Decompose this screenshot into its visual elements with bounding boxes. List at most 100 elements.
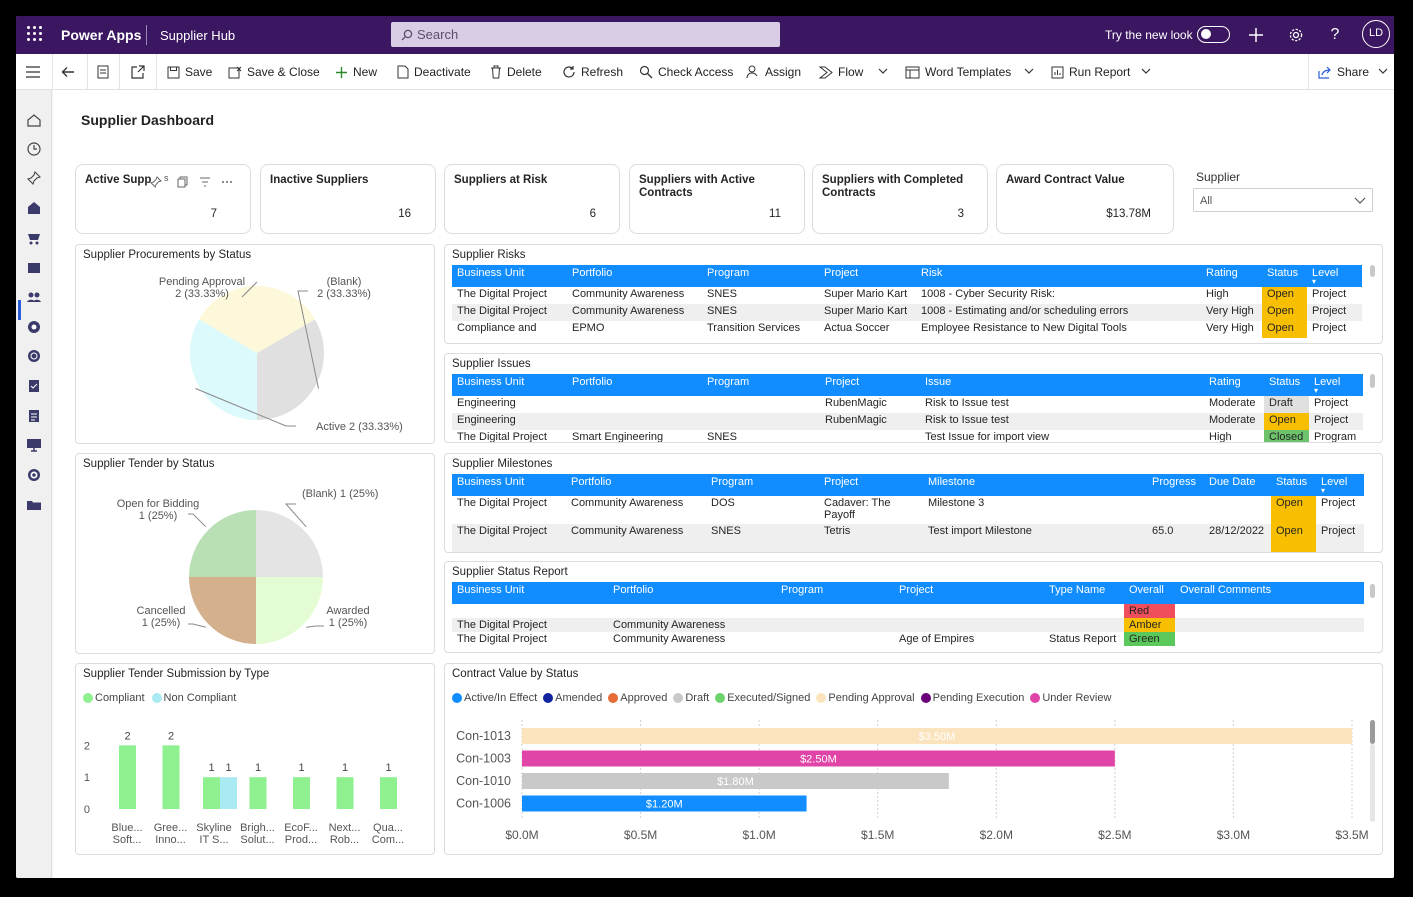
contract-bar[interactable] — [522, 750, 1115, 767]
column-header[interactable]: Portfolio — [566, 474, 706, 496]
column-header[interactable]: Progress — [1147, 474, 1204, 496]
deactivate-button[interactable]: Deactivate — [397, 63, 471, 81]
app-name[interactable]: Power Apps — [61, 27, 142, 43]
column-header[interactable]: Status — [1271, 474, 1316, 496]
bar-compliant[interactable] — [203, 777, 220, 809]
filter-icon[interactable] — [196, 176, 212, 188]
column-header[interactable]: Level ▾ — [1309, 374, 1363, 396]
open-new-window-icon[interactable] — [131, 63, 145, 81]
contract-bar[interactable] — [522, 728, 1352, 744]
column-header[interactable]: Program — [776, 582, 894, 604]
legend-item[interactable]: Amended — [543, 692, 602, 704]
column-header[interactable]: Business Unit — [452, 374, 567, 396]
environment-name[interactable]: Supplier Hub — [160, 28, 236, 43]
globe-icon[interactable] — [26, 348, 42, 364]
checklist-icon[interactable] — [26, 408, 42, 424]
procurement-slice[interactable] — [257, 319, 324, 421]
column-header[interactable]: Milestone — [923, 474, 1147, 496]
legend-item[interactable]: Pending Approval — [816, 692, 915, 704]
new-look-toggle[interactable] — [1197, 26, 1230, 43]
table-row[interactable]: The Digital Project Community Awareness SN… — [452, 287, 1362, 304]
new-button[interactable]: New — [335, 63, 377, 81]
building-icon[interactable] — [26, 200, 42, 216]
legend-item[interactable]: Approved — [608, 692, 667, 704]
target-icon[interactable] — [26, 467, 42, 483]
legend-item[interactable]: Draft — [673, 692, 709, 704]
bar-compliant[interactable] — [249, 777, 267, 809]
supplier-icon[interactable] — [26, 319, 42, 335]
column-header[interactable]: Program — [702, 265, 819, 287]
table-row[interactable]: Red — [452, 604, 1364, 618]
kpi-card-suppliers-at-risk[interactable]: Suppliers at Risk 6 — [444, 164, 620, 234]
column-header[interactable]: Portfolio — [567, 374, 702, 396]
column-header[interactable]: Portfolio — [567, 265, 702, 287]
tender-slice[interactable] — [256, 510, 323, 577]
legend-item[interactable]: Compliant — [83, 692, 145, 704]
kpi-card-active-suppliers[interactable]: Active Supp s 7 — [75, 164, 251, 234]
kpi-card-active-contracts[interactable]: Suppliers with Active Contracts 11 — [629, 164, 805, 234]
search-input[interactable]: Search — [391, 22, 780, 47]
scrollbar[interactable] — [1370, 584, 1375, 598]
contract-bar[interactable] — [522, 773, 949, 789]
bar-compliant[interactable] — [119, 745, 136, 809]
delete-button[interactable]: Delete — [490, 63, 542, 81]
assign-button[interactable]: Assign — [746, 63, 801, 81]
share-button[interactable]: Share — [1318, 63, 1390, 81]
column-header[interactable]: Overall — [1124, 582, 1175, 604]
table-row[interactable]: Compliance and EPMO Transition Services Act… — [452, 321, 1362, 338]
contacts-icon[interactable] — [26, 260, 42, 276]
copy-icon[interactable] — [177, 176, 188, 188]
back-icon[interactable] — [61, 63, 75, 81]
monitor-icon[interactable] — [26, 437, 42, 453]
table-row[interactable]: The Digital Project Community Awareness SN… — [452, 524, 1364, 552]
procurement-slice[interactable] — [198, 286, 316, 353]
column-header[interactable]: Rating — [1201, 265, 1262, 287]
column-header[interactable]: Risk — [916, 265, 1201, 287]
table-row[interactable]: The Digital Project Smart Engineering SNES… — [452, 430, 1363, 442]
table-row[interactable]: The Digital Project Community Awareness Am… — [452, 618, 1364, 632]
menu-icon[interactable] — [25, 63, 41, 81]
table-row[interactable]: The Digital Project Community Awareness DO… — [452, 496, 1364, 524]
kpi-card-award-contract-value[interactable]: Award Contract Value $13.78M — [996, 164, 1174, 234]
plus-icon[interactable] — [1244, 23, 1268, 47]
flow-button[interactable]: Flow — [819, 63, 890, 81]
refresh-button[interactable]: Refresh — [562, 63, 623, 81]
pin-icon[interactable] — [150, 176, 162, 188]
app-launcher-icon[interactable] — [27, 26, 43, 42]
scrollbar[interactable] — [1370, 374, 1375, 388]
tender-slice[interactable] — [256, 577, 323, 644]
people-icon[interactable] — [26, 289, 42, 305]
legend-item[interactable]: Pending Execution — [920, 692, 1024, 704]
legend-item[interactable]: Under Review — [1030, 692, 1111, 704]
scrollbar-thumb[interactable] — [1370, 720, 1375, 744]
table-row[interactable]: The Digital Project Community Awareness Ag… — [452, 632, 1364, 646]
column-header[interactable]: Project — [820, 374, 920, 396]
run-report-button[interactable]: Run Report — [1051, 63, 1155, 81]
column-header[interactable]: Level ▾ — [1307, 265, 1362, 287]
pin-icon[interactable] — [26, 170, 42, 186]
gear-icon[interactable] — [1284, 23, 1308, 47]
word-templates-button[interactable]: Word Templates — [905, 63, 1036, 81]
bar-non-compliant[interactable] — [220, 777, 237, 809]
column-header[interactable]: Portfolio — [608, 582, 776, 604]
column-header[interactable]: Due Date — [1204, 474, 1271, 496]
procurement-slice[interactable] — [189, 319, 257, 421]
clipboard-icon[interactable] — [26, 378, 42, 394]
recent-icon[interactable] — [26, 141, 42, 157]
check-access-button[interactable]: Check Access — [639, 63, 733, 81]
column-header[interactable]: Level ▾ — [1316, 474, 1364, 496]
column-header[interactable]: Business Unit — [452, 582, 608, 604]
legend-item[interactable]: Active/In Effect — [452, 692, 537, 704]
column-header[interactable]: Issue — [920, 374, 1204, 396]
supplier-slicer-dropdown[interactable]: All — [1193, 188, 1373, 212]
folder-icon[interactable] — [26, 497, 42, 513]
tender-slice[interactable] — [189, 510, 256, 577]
column-header[interactable]: Type Name — [1044, 582, 1124, 604]
save-close-button[interactable]: Save & Close — [228, 63, 320, 81]
legend-item[interactable]: Executed/Signed — [715, 692, 810, 704]
save-button[interactable]: Save — [167, 63, 212, 81]
kpi-card-completed-contracts[interactable]: Suppliers with Completed Contracts 3 — [812, 164, 988, 234]
